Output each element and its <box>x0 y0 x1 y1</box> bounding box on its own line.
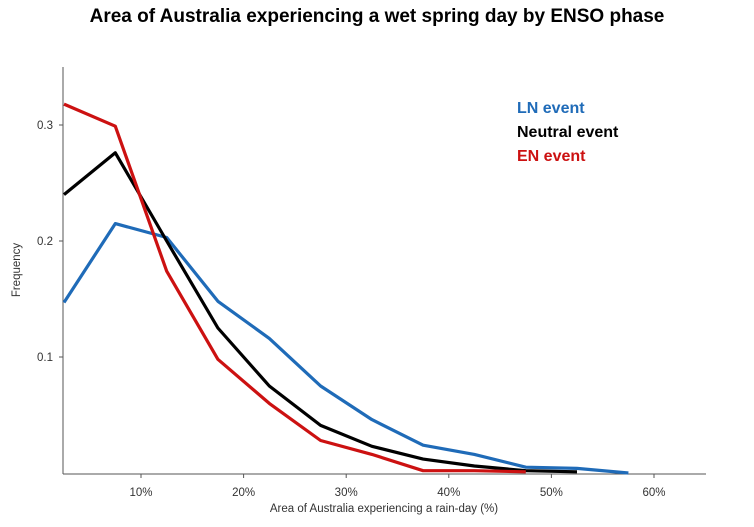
legend-item-en-event: EN event <box>517 148 586 165</box>
x-tick-label: 30% <box>335 487 358 499</box>
chart-title: Area of Australia experiencing a wet spr… <box>89 6 665 27</box>
x-tick-label: 40% <box>437 487 460 499</box>
x-tick-label: 20% <box>232 487 255 499</box>
legend-item-neutral-event: Neutral event <box>517 124 619 141</box>
y-ticks: 0.1 0.2 0.3 <box>37 120 63 364</box>
series-lines <box>62 102 629 475</box>
series-line-en-event <box>63 102 526 474</box>
x-axis-label: Area of Australia experiencing a rain-da… <box>270 503 498 515</box>
y-tick-label: 0.1 <box>37 352 53 364</box>
legend: LN event Neutral event EN event <box>517 100 619 165</box>
y-tick-label: 0.2 <box>37 236 53 248</box>
x-tick-label: 60% <box>642 487 665 499</box>
series-line-neutral-event <box>62 151 578 474</box>
legend-item-ln-event: LN event <box>517 100 585 117</box>
x-ticks: 10% 20% 30% 40% 50% 60% <box>129 474 666 499</box>
series-line-ln-event <box>62 222 629 475</box>
y-tick-label: 0.3 <box>37 120 53 132</box>
y-axis-label: Frequency <box>11 243 23 298</box>
axes <box>62 67 706 475</box>
x-tick-label: 10% <box>129 487 152 499</box>
x-tick-label: 50% <box>540 487 563 499</box>
